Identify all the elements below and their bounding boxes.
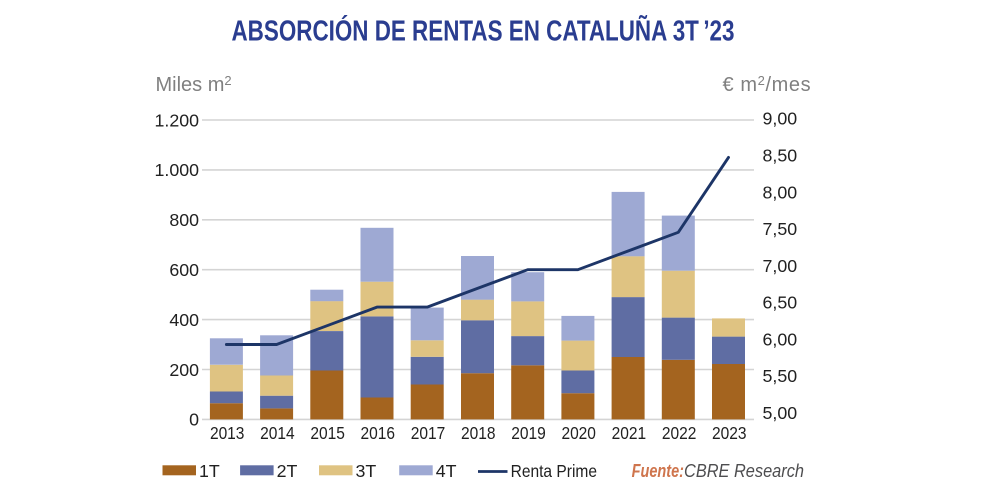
svg-text:3T: 3T xyxy=(356,461,377,481)
svg-text:2013: 2013 xyxy=(210,423,245,443)
svg-text:5,50: 5,50 xyxy=(763,366,798,386)
svg-text:2018: 2018 xyxy=(461,423,496,443)
svg-text:2023: 2023 xyxy=(712,423,747,443)
svg-text:8,50: 8,50 xyxy=(763,146,798,166)
svg-text:2020: 2020 xyxy=(561,423,596,443)
svg-text:Renta Prime: Renta Prime xyxy=(511,461,597,481)
svg-text:2T: 2T xyxy=(277,461,298,481)
svg-text:2022: 2022 xyxy=(662,423,697,443)
svg-text:9,00: 9,00 xyxy=(763,109,798,129)
svg-text:8,00: 8,00 xyxy=(763,182,798,202)
svg-text:€ m2/mes: € m2/mes xyxy=(723,73,812,96)
svg-text:CBRE Research: CBRE Research xyxy=(684,460,804,481)
svg-text:0: 0 xyxy=(189,410,199,430)
svg-text:800: 800 xyxy=(169,210,199,230)
svg-text:2014: 2014 xyxy=(260,423,295,443)
svg-text:7,00: 7,00 xyxy=(763,256,798,276)
svg-text:4T: 4T xyxy=(436,461,457,481)
svg-text:Miles m2: Miles m2 xyxy=(156,73,232,96)
svg-text:2017: 2017 xyxy=(411,423,446,443)
svg-text:1.200: 1.200 xyxy=(155,110,200,130)
svg-text:2019: 2019 xyxy=(511,423,546,443)
svg-text:2021: 2021 xyxy=(612,423,647,443)
svg-text:2016: 2016 xyxy=(361,423,396,443)
svg-text:1.000: 1.000 xyxy=(155,160,200,180)
svg-text:1T: 1T xyxy=(199,461,220,481)
svg-text:7,50: 7,50 xyxy=(763,219,798,239)
svg-text:5,00: 5,00 xyxy=(763,403,798,423)
svg-text:200: 200 xyxy=(169,360,199,380)
svg-text:Fuente:: Fuente: xyxy=(632,460,684,481)
svg-text:ABSORCIÓN DE RENTAS EN CATALUÑ: ABSORCIÓN DE RENTAS EN CATALUÑA 3T ’23 xyxy=(232,14,735,48)
svg-text:400: 400 xyxy=(169,310,199,330)
svg-text:2015: 2015 xyxy=(310,423,345,443)
svg-text:6,50: 6,50 xyxy=(763,293,798,313)
svg-text:6,00: 6,00 xyxy=(763,329,798,349)
svg-text:600: 600 xyxy=(169,260,199,280)
